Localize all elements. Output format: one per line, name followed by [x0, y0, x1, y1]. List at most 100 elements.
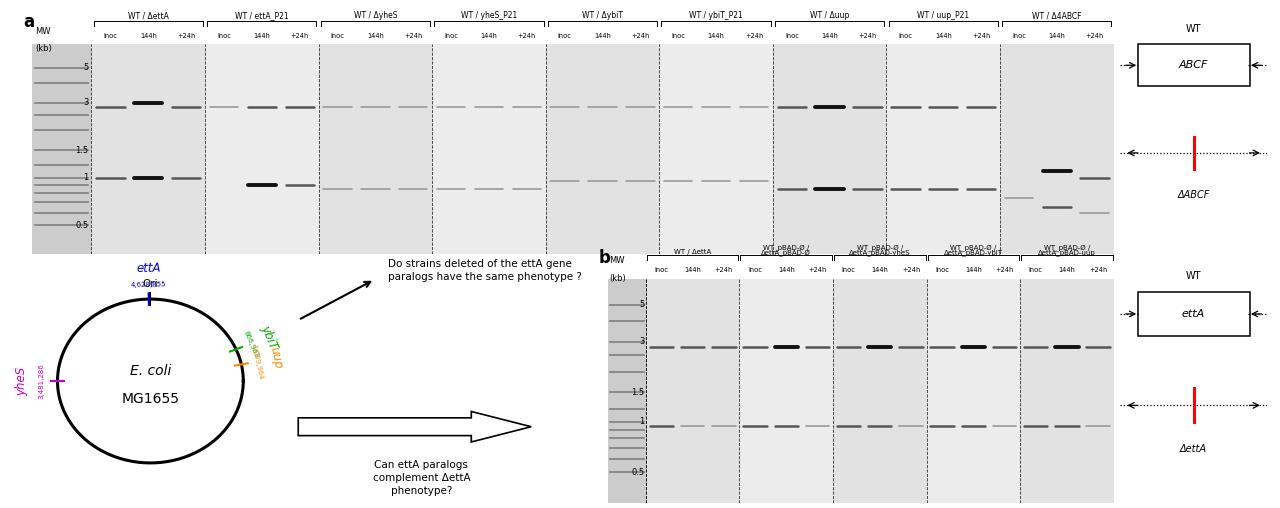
Text: (kb): (kb): [609, 274, 626, 283]
Text: WT: WT: [1185, 271, 1202, 281]
Text: Inoc: Inoc: [330, 33, 344, 39]
Text: Inoc: Inoc: [1012, 33, 1025, 39]
Text: Inoc: Inoc: [1029, 267, 1043, 273]
Text: uup: uup: [268, 346, 284, 370]
FancyBboxPatch shape: [1138, 44, 1249, 86]
Text: (kb): (kb): [36, 44, 52, 53]
Bar: [545, 44, 659, 254]
Text: WT / uup_P21: WT / uup_P21: [918, 12, 969, 20]
Text: WT: WT: [1185, 24, 1202, 34]
Text: 1.5: 1.5: [631, 388, 644, 397]
Bar: [32, 44, 91, 254]
Text: 4,628,855: 4,628,855: [131, 282, 166, 289]
Text: Inoc: Inoc: [654, 267, 668, 273]
Bar: [319, 44, 433, 254]
Text: WT / ΔettA: WT / ΔettA: [128, 12, 169, 20]
Text: 1: 1: [83, 173, 88, 182]
Text: Inoc: Inoc: [842, 267, 855, 273]
Text: Inoc: Inoc: [104, 33, 118, 39]
FancyBboxPatch shape: [1138, 292, 1249, 336]
Bar: [887, 44, 1000, 254]
Text: 3: 3: [83, 98, 88, 107]
Text: MG1655: MG1655: [122, 392, 179, 406]
Text: 144h: 144h: [253, 33, 270, 39]
Text: Inoc: Inoc: [558, 33, 572, 39]
Text: 144h: 144h: [367, 33, 384, 39]
Text: WT / Δuup: WT / Δuup: [810, 12, 850, 20]
Text: 1: 1: [639, 418, 644, 427]
Bar: [1020, 279, 1114, 503]
Text: ettA: ettA: [136, 261, 160, 275]
Bar: [773, 44, 887, 254]
Text: Inoc: Inoc: [899, 33, 913, 39]
Text: ΔettA_pBAD-Ø: ΔettA_pBAD-Ø: [762, 249, 812, 256]
Text: WT / ΔybiT: WT / ΔybiT: [582, 12, 623, 20]
Bar: [659, 44, 773, 254]
Text: WT_pBAD-Ø /: WT_pBAD-Ø /: [1043, 244, 1091, 251]
Bar: [833, 279, 927, 503]
Text: 144h: 144h: [140, 33, 156, 39]
Text: MW: MW: [609, 257, 625, 265]
Text: +24h: +24h: [972, 33, 991, 39]
Text: Do strains deleted of the ettA gene
paralogs have the same phenotype ?: Do strains deleted of the ettA gene para…: [388, 259, 582, 282]
Text: Inoc: Inoc: [785, 33, 799, 39]
Text: WT / ΔyheS: WT / ΔyheS: [353, 12, 397, 20]
Bar: [608, 279, 646, 503]
Bar: [1000, 44, 1114, 254]
Text: MW: MW: [36, 26, 51, 36]
Text: E. coli: E. coli: [129, 364, 172, 378]
Text: +24h: +24h: [517, 33, 536, 39]
Bar: [740, 279, 833, 503]
Text: ΔettA_pBAD-yheS: ΔettA_pBAD-yheS: [849, 249, 910, 256]
Text: ettA: ettA: [1181, 309, 1206, 319]
Text: 0.5: 0.5: [631, 468, 644, 477]
Text: b: b: [599, 249, 611, 267]
Text: ΔettA_pBAD-ybiT: ΔettA_pBAD-ybiT: [943, 249, 1002, 256]
Bar: [205, 44, 319, 254]
Text: +24h: +24h: [996, 267, 1014, 273]
Text: 144h: 144h: [778, 267, 795, 273]
Bar: [646, 279, 740, 503]
Text: +24h: +24h: [631, 33, 649, 39]
Text: 866,963: 866,963: [242, 329, 259, 359]
Text: WT_pBAD-Ø /: WT_pBAD-Ø /: [950, 244, 996, 251]
Text: 144h: 144h: [1059, 267, 1075, 273]
Text: 3,481,286: 3,481,286: [38, 363, 45, 399]
Text: yheS: yheS: [15, 366, 28, 396]
Text: 144h: 144h: [934, 33, 952, 39]
Text: WT_pBAD-Ø /: WT_pBAD-Ø /: [763, 244, 809, 251]
Text: 144h: 144h: [594, 33, 611, 39]
Text: Inoc: Inoc: [444, 33, 458, 39]
Text: 5: 5: [83, 64, 88, 72]
Text: 5: 5: [639, 300, 644, 309]
Text: 144h: 144h: [708, 33, 724, 39]
Bar: [433, 44, 545, 254]
Text: ΔettA_pBAD-uup: ΔettA_pBAD-uup: [1038, 249, 1096, 256]
Text: Inoc: Inoc: [218, 33, 230, 39]
Text: ΔettA: ΔettA: [1180, 444, 1207, 454]
Text: ΔABCF: ΔABCF: [1178, 190, 1210, 200]
Text: 144h: 144h: [822, 33, 838, 39]
Text: +24h: +24h: [1085, 33, 1103, 39]
Text: WT / Δ4ABCF: WT / Δ4ABCF: [1032, 12, 1082, 20]
Text: Ori: Ori: [142, 279, 159, 290]
Text: ABCF: ABCF: [1179, 60, 1208, 70]
Text: WT_pBAD-Ø /: WT_pBAD-Ø /: [856, 244, 902, 251]
Text: +24h: +24h: [291, 33, 308, 39]
Text: 144h: 144h: [480, 33, 498, 39]
Text: Can ettA paralogs
complement ΔettA
phenotype?: Can ettA paralogs complement ΔettA pheno…: [372, 460, 470, 496]
Text: a: a: [23, 13, 35, 30]
Text: 144h: 144h: [1048, 33, 1065, 39]
Text: 144h: 144h: [872, 267, 888, 273]
Text: WT / ΔettA: WT / ΔettA: [675, 248, 712, 255]
Text: 144h: 144h: [685, 267, 701, 273]
Text: WT / yheS_P21: WT / yheS_P21: [461, 12, 517, 20]
Text: Inoc: Inoc: [936, 267, 948, 273]
Text: +24h: +24h: [714, 267, 733, 273]
Text: +24h: +24h: [745, 33, 763, 39]
Text: +24h: +24h: [859, 33, 877, 39]
Text: 144h: 144h: [965, 267, 982, 273]
Text: WT / ettA_P21: WT / ettA_P21: [236, 12, 289, 20]
Text: +24h: +24h: [177, 33, 196, 39]
Text: +24h: +24h: [902, 267, 920, 273]
